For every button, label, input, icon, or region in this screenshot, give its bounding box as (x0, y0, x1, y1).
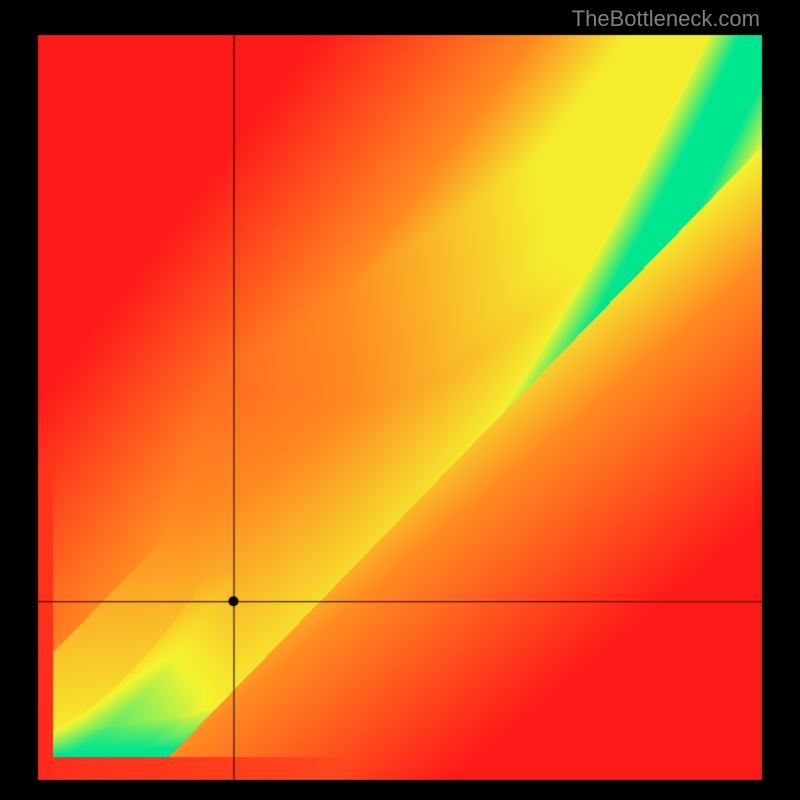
crosshair-overlay (0, 0, 800, 800)
watermark-text: TheBottleneck.com (572, 6, 760, 32)
